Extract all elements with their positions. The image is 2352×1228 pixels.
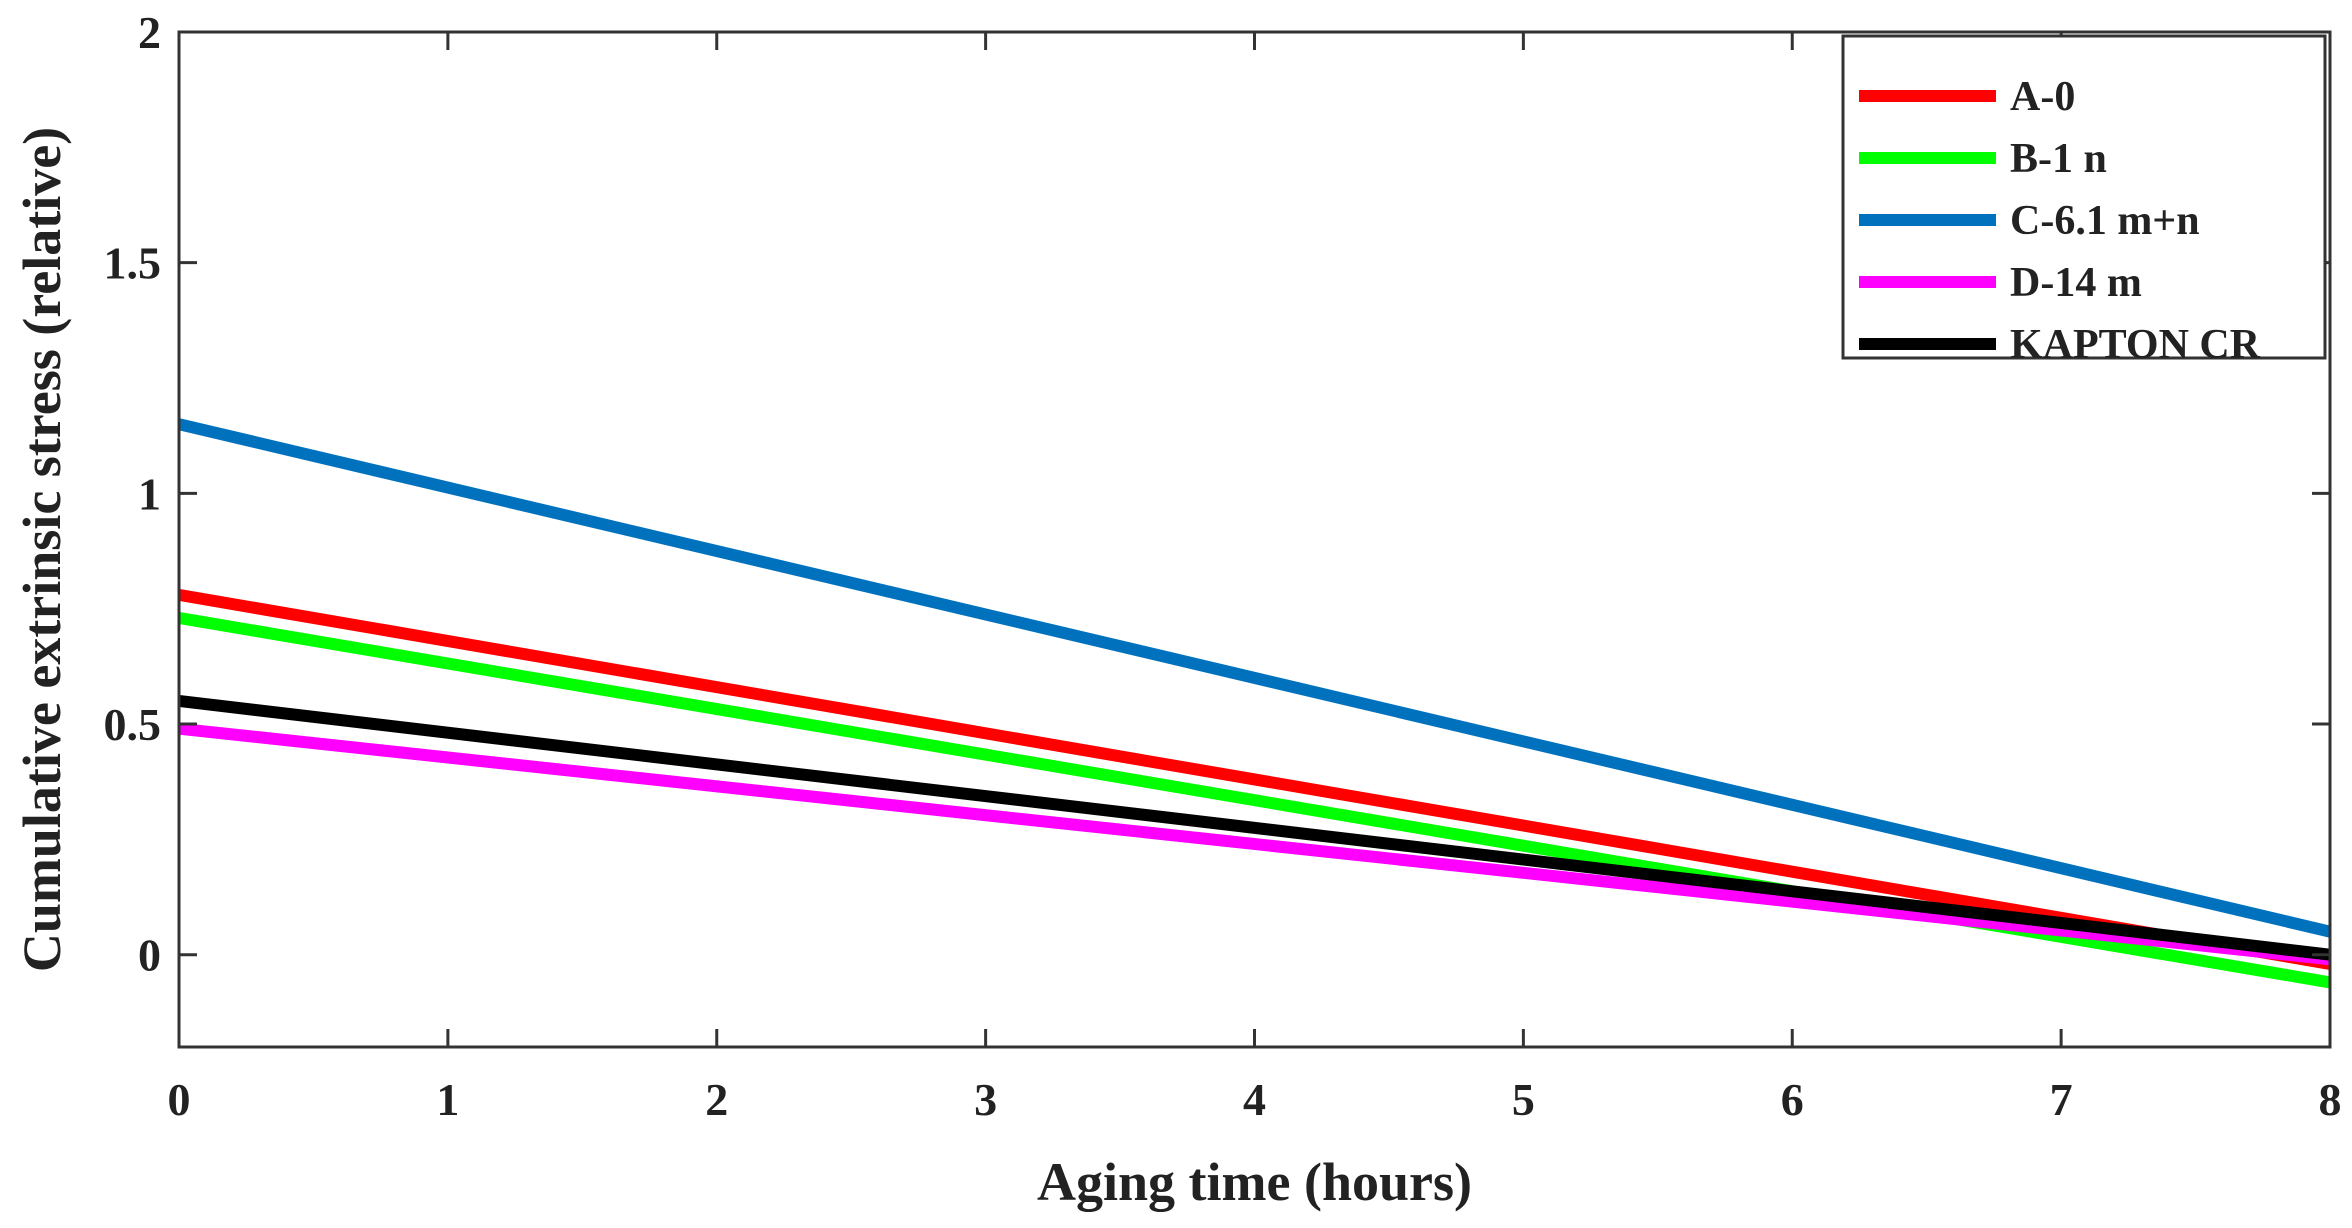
legend-label: B-1 n xyxy=(2010,136,2107,182)
x-tick-label: 8 xyxy=(2319,1074,2342,1125)
x-tick-label: 7 xyxy=(2050,1074,2073,1125)
y-tick-label: 0 xyxy=(138,930,161,981)
legend-label: A-0 xyxy=(2010,74,2075,120)
series-line-0 xyxy=(177,588,2332,970)
x-tick-label: 1 xyxy=(436,1074,459,1125)
y-axis: 0 0.5 1 1.5 2 xyxy=(104,7,2330,981)
legend-label: KAPTON CR xyxy=(2010,322,2261,368)
x-tick-label: 5 xyxy=(1512,1074,1535,1125)
x-tick-label: 6 xyxy=(1781,1074,1804,1125)
series-line-2 xyxy=(177,418,2332,938)
legend-label: D-14 m xyxy=(2010,260,2142,306)
series-line-3 xyxy=(178,722,2331,966)
legend-box xyxy=(1841,34,2327,360)
legend-item: A-0 xyxy=(1859,74,2075,120)
y-tick-label: 2 xyxy=(138,7,161,58)
x-tick-label: 3 xyxy=(974,1074,997,1125)
x-tick-label: 4 xyxy=(1243,1074,1266,1125)
legend-item: D-14 m xyxy=(1859,260,2142,306)
legend-label: C-6.1 m+n xyxy=(2010,198,2200,244)
legend-item: KAPTON CR xyxy=(1859,322,2261,368)
y-tick-label: 1 xyxy=(138,468,161,519)
x-axis-label: Aging time (hours) xyxy=(1037,1152,1472,1212)
y-tick-label: 1.5 xyxy=(104,238,162,289)
x-tick-label: 0 xyxy=(168,1074,191,1125)
y-tick-label: 0.5 xyxy=(104,699,162,750)
legend: A-0 B-1 n C-6.1 m+n D-14 m KAPTON CR xyxy=(1841,34,2327,368)
x-tick-label: 2 xyxy=(705,1074,728,1125)
plot-series xyxy=(177,418,2332,989)
x-axis: 0 1 2 3 4 5 6 7 8 xyxy=(168,32,2342,1125)
legend-item: C-6.1 m+n xyxy=(1859,198,2200,244)
series-line-4 xyxy=(178,695,2331,961)
y-axis-label: Cumulative extrinsic stress (relative) xyxy=(12,127,72,972)
legend-item: B-1 n xyxy=(1859,136,2107,182)
